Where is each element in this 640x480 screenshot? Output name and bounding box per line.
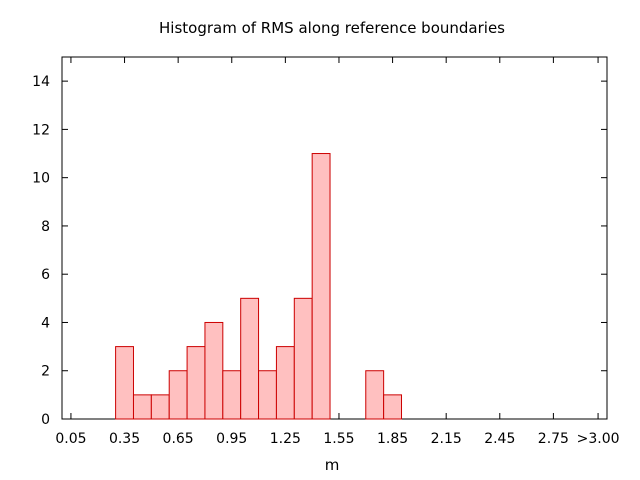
plot-area-border	[61, 56, 608, 420]
histogram-bar	[115, 346, 134, 420]
x-tick-label: 2.45	[484, 431, 515, 447]
y-tick-label: 0	[41, 412, 50, 428]
histogram-bar	[383, 394, 403, 420]
histogram-bar	[258, 370, 277, 420]
histogram-bar	[222, 370, 242, 420]
histogram-bar	[275, 346, 295, 420]
histogram-bar	[204, 321, 224, 420]
y-tick-label: 12	[32, 122, 50, 138]
y-tick-label: 6	[41, 267, 50, 283]
histogram-bars	[115, 153, 403, 420]
x-axis-label: m	[325, 456, 340, 474]
x-tick-label: >3.00	[577, 431, 620, 447]
histogram-bar	[150, 394, 170, 420]
histogram-bar	[240, 297, 260, 420]
x-tick-label: 0.65	[163, 431, 194, 447]
histogram-bar	[186, 346, 206, 420]
x-tick-label: 2.15	[431, 431, 462, 447]
y-tick-label: 4	[41, 315, 50, 331]
x-tick-label: 1.25	[270, 431, 301, 447]
y-tick-label: 14	[32, 74, 50, 90]
histogram-bar	[293, 297, 313, 420]
x-axis: 0.05 0.35 0.65 0.95 1.25 1.55 1.85 2.15 2.45 2.75…	[55, 57, 620, 447]
x-tick-label: 0.95	[216, 431, 247, 447]
histogram-bar	[311, 153, 331, 420]
y-tick-label: 8	[41, 219, 50, 235]
chart-title: Histogram of RMS along reference boundar…	[159, 19, 505, 37]
histogram-bar	[168, 370, 188, 420]
y-tick-label: 2	[41, 364, 50, 380]
x-tick-label: 0.35	[109, 431, 140, 447]
y-tick-label: 10	[32, 171, 50, 187]
histogram-bar	[132, 394, 152, 420]
x-tick-label: 1.85	[377, 431, 408, 447]
x-tick-label: 2.75	[538, 431, 569, 447]
y-axis: 0 2 4 6 8 10 12 14	[32, 74, 607, 428]
histogram-bar	[365, 370, 385, 420]
x-tick-label: 1.55	[323, 431, 354, 447]
x-tick-label: 0.05	[55, 431, 86, 447]
